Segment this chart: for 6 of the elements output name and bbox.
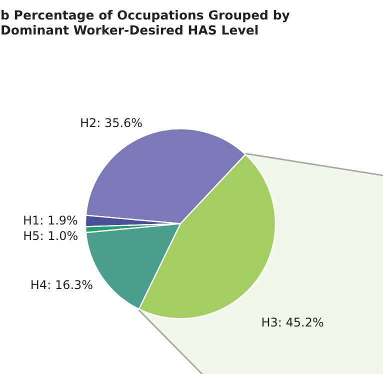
chart-title: b Percentage of Occupations Grouped by Dominant Worker-Desired HAS Level bbox=[0, 8, 290, 38]
slice-label: H4: 16.3% bbox=[30, 278, 94, 292]
slice-label: H3: 45.2% bbox=[261, 316, 324, 330]
slice-label: H1: 1.9% bbox=[22, 214, 78, 228]
slice-label: H2: 35.6% bbox=[80, 116, 143, 130]
slice-label: H5: 1.0% bbox=[23, 228, 78, 243]
